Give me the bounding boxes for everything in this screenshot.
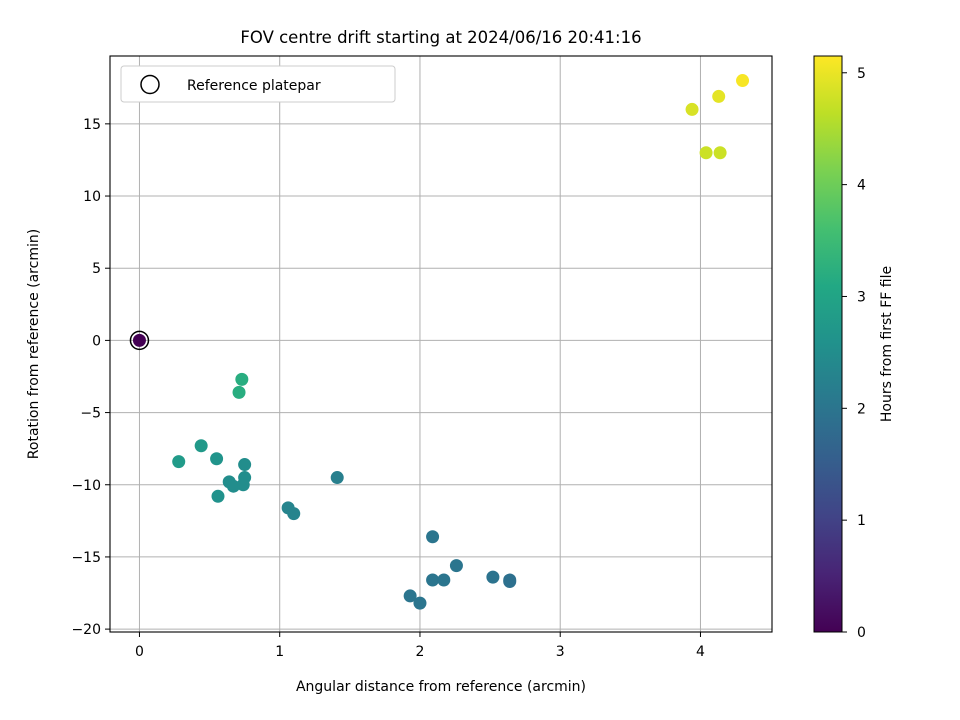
- data-point: [449, 559, 463, 573]
- data-point: [736, 74, 750, 88]
- data-point: [236, 478, 250, 492]
- data-point: [685, 102, 699, 116]
- x-tick-label: 0: [135, 644, 144, 660]
- y-tick-label: −20: [71, 622, 101, 638]
- x-axis-ticks: 0 1 2 3 4: [135, 632, 705, 660]
- data-point: [486, 570, 500, 584]
- legend-marker-icon: [140, 74, 160, 95]
- legend-label: Reference platepar: [187, 78, 321, 94]
- data-point: [426, 573, 440, 587]
- colorbar-tick-label: 1: [857, 513, 866, 529]
- y-tick-label: 0: [92, 333, 101, 349]
- data-point: [413, 596, 427, 610]
- data-point: [238, 458, 252, 472]
- x-tick-label: 1: [275, 644, 284, 660]
- colorbar-ticks: 0 1 2 3 4 5: [842, 66, 866, 641]
- data-point: [712, 89, 726, 103]
- data-point: [226, 479, 240, 493]
- x-tick-label: 4: [696, 644, 705, 660]
- reference-platepar-marker: [129, 330, 150, 351]
- data-point: [172, 455, 186, 469]
- x-tick-label: 2: [416, 644, 425, 660]
- colorbar-tick-label: 5: [857, 66, 866, 82]
- legend-box: [120, 65, 396, 103]
- data-point: [194, 439, 208, 453]
- data-point: [211, 489, 225, 503]
- colorbar: 0 1 2 3 4 5 Hours from first FF file: [813, 55, 895, 641]
- y-axis-ticks: −20 −15 −10 −5 0 5 10 15: [71, 117, 110, 638]
- y-tick-label: −10: [71, 478, 101, 494]
- y-tick-label: 15: [83, 117, 101, 133]
- legend: Reference platepar: [120, 65, 396, 103]
- data-point: [281, 501, 295, 515]
- data-point: [210, 452, 224, 466]
- data-point: [437, 573, 451, 587]
- plot-frame: [109, 55, 773, 633]
- data-point: [503, 574, 517, 588]
- data-point: [699, 146, 713, 160]
- colorbar-tick-label: 2: [857, 401, 866, 417]
- x-axis-label: Angular distance from reference (arcmin): [296, 679, 586, 695]
- colorbar-tick-label: 4: [857, 178, 866, 194]
- grid-lines: [110, 56, 772, 632]
- y-axis-label: Rotation from reference (arcmin): [26, 229, 42, 459]
- data-point: [426, 530, 440, 544]
- data-point: [232, 385, 246, 399]
- data-point: [235, 372, 249, 386]
- y-tick-label: −5: [80, 406, 101, 422]
- y-tick-label: 5: [92, 261, 101, 277]
- colorbar-tick-label: 0: [857, 625, 866, 641]
- colorbar-label: Hours from first FF file: [879, 266, 895, 422]
- colorbar-gradient: [813, 55, 843, 633]
- x-tick-label: 3: [556, 644, 565, 660]
- y-tick-label: 10: [83, 189, 101, 205]
- data-points: [129, 74, 750, 610]
- y-tick-label: −15: [71, 550, 101, 566]
- colorbar-tick-label: 3: [857, 289, 866, 305]
- chart-title: FOV centre drift starting at 2024/06/16 …: [240, 28, 641, 47]
- data-point: [713, 146, 727, 160]
- data-point: [132, 333, 146, 347]
- data-point: [403, 589, 417, 603]
- data-point: [330, 471, 344, 485]
